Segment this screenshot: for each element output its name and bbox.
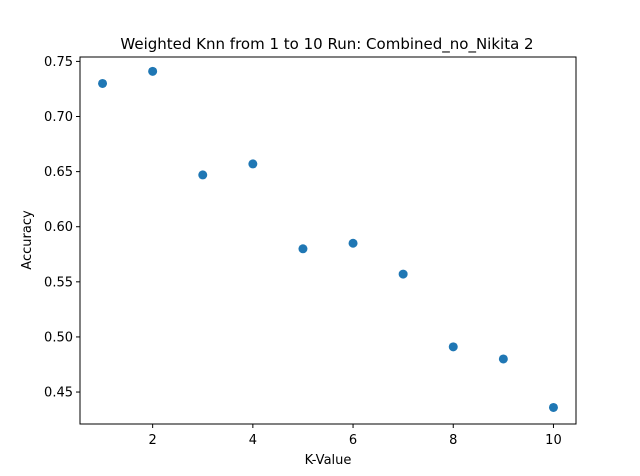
y-tick-label: 0.55 bbox=[44, 275, 73, 290]
y-tick-label: 0.70 bbox=[44, 110, 73, 125]
data-point bbox=[298, 244, 308, 254]
x-tick-label: 4 bbox=[249, 433, 257, 448]
y-tick-label: 0.75 bbox=[44, 55, 73, 70]
scatter-series bbox=[98, 66, 558, 412]
x-tick-label: 10 bbox=[545, 433, 562, 448]
x-axis-label: K-Value bbox=[305, 453, 352, 468]
chart-title: Weighted Knn from 1 to 10 Run: Combined_… bbox=[120, 35, 533, 54]
data-point bbox=[398, 269, 408, 279]
y-tick-label: 0.50 bbox=[44, 330, 73, 345]
y-axis: 0.45 0.50 0.55 0.60 0.65 0.70 0.75 bbox=[44, 55, 80, 401]
data-point bbox=[548, 402, 558, 412]
plot-area bbox=[79, 56, 577, 425]
data-point bbox=[448, 342, 458, 352]
y-tick-label: 0.60 bbox=[44, 220, 73, 235]
data-point bbox=[348, 238, 358, 248]
y-tick-label: 0.45 bbox=[44, 386, 73, 401]
x-tick-label: 6 bbox=[349, 433, 357, 448]
data-point bbox=[198, 170, 208, 180]
x-axis: 2 4 6 8 10 bbox=[149, 424, 562, 448]
data-point bbox=[98, 78, 108, 88]
data-point bbox=[148, 66, 158, 76]
x-tick-label: 2 bbox=[149, 433, 157, 448]
data-point bbox=[248, 159, 258, 169]
y-axis-label: Accuracy bbox=[20, 210, 35, 270]
y-tick-label: 0.65 bbox=[44, 165, 73, 180]
x-tick-label: 8 bbox=[449, 433, 457, 448]
data-point bbox=[498, 354, 508, 364]
